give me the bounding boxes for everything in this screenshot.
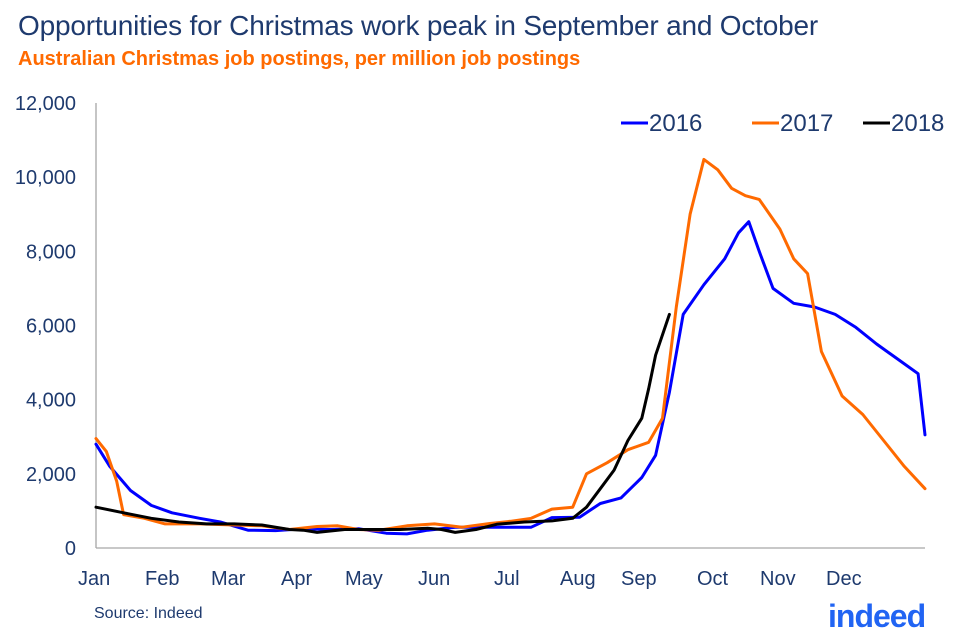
x-tick-label: Dec <box>826 568 862 590</box>
x-tick-label: Aug <box>560 568 596 590</box>
y-tick-label: 2,000 <box>26 464 76 486</box>
series-line-2016 <box>94 220 927 536</box>
axes <box>95 103 925 549</box>
x-tick-label: May <box>345 568 383 590</box>
y-tick-labels: 0 2,000 4,000 6,000 8,000 10,000 12,000 <box>15 93 76 560</box>
source-note: Source: Indeed <box>94 605 203 622</box>
chart-subtitle: Australian Christmas job postings, per m… <box>18 48 581 70</box>
legend: 2016 2017 2018 <box>621 110 944 137</box>
x-tick-label: Jan <box>78 568 110 590</box>
x-tick-label: Nov <box>760 568 796 590</box>
series-line-2017 <box>94 157 927 532</box>
y-tick-label: 12,000 <box>15 93 76 115</box>
y-tick-label: 10,000 <box>15 167 76 189</box>
y-tick-label: 6,000 <box>26 316 76 338</box>
series-group <box>94 157 927 536</box>
y-tick-label: 4,000 <box>26 390 76 412</box>
series-line-2018 <box>94 312 671 534</box>
legend-label-2017: 2017 <box>780 110 833 137</box>
legend-label-2016: 2016 <box>649 110 702 137</box>
x-tick-label: Mar <box>211 568 246 590</box>
x-tick-labels: Jan Feb Mar Apr May Jun Jul Aug Sep Oct Nov Dec <box>78 568 862 590</box>
x-tick-label: Apr <box>281 568 312 590</box>
y-tick-label: 0 <box>65 538 76 560</box>
y-tick-label: 8,000 <box>26 241 76 263</box>
indeed-logo: indeed <box>828 598 926 634</box>
chart-title: Opportunities for Christmas work peak in… <box>18 10 818 41</box>
x-tick-label: Feb <box>145 568 179 590</box>
legend-label-2018: 2018 <box>891 110 944 137</box>
x-tick-label: Jun <box>418 568 450 590</box>
x-tick-label: Jul <box>494 568 520 590</box>
x-tick-label: Sep <box>621 568 657 590</box>
x-tick-label: Oct <box>697 568 729 590</box>
